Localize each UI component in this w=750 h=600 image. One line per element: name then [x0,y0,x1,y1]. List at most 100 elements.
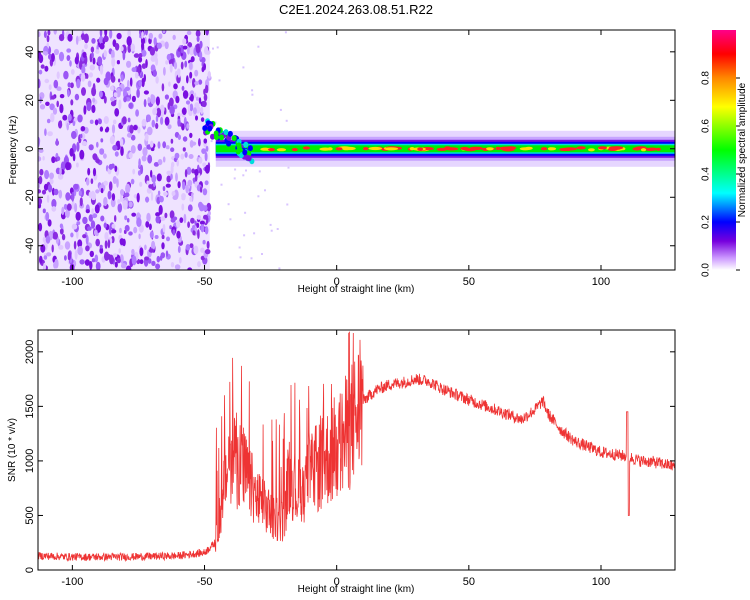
noise-blob [176,230,181,239]
noise-blob [126,60,132,68]
noise-blob [39,255,43,264]
noise-blob [91,258,96,263]
colorbar-tick-label: 0.8 [701,71,712,85]
noise-blob [148,223,152,231]
band-hotspot [363,147,369,151]
noise-blob [44,65,49,72]
noise-blob [117,199,121,205]
noise-blob [64,255,67,261]
noise-blob [89,250,95,258]
noise-blob [43,30,47,38]
noise-blob [116,178,119,188]
noise-blob [73,240,77,250]
noise-blob [110,96,115,102]
noise-blob [99,247,104,254]
band-hotspot [444,146,451,150]
band-hotspot [559,147,570,152]
noise-blob [90,220,96,229]
noise-blob [42,51,48,56]
noise-blob [94,254,99,263]
noise-blob [171,190,176,197]
noise-blob [38,222,43,232]
noise-blob [130,178,135,185]
noise-blob [74,93,80,101]
noise-blob [125,183,131,194]
noise-blob [49,172,54,180]
noise-blob [176,220,181,228]
noise-blob [73,117,78,122]
onset-blob [202,125,208,132]
band-hotspot [588,148,595,152]
snr-y-ticks: 0 500 1000 1500 2000 [24,340,675,573]
noise-blob [44,169,50,180]
noise-blob [43,262,46,270]
noise-blob [143,99,147,108]
band-hotspot [548,147,557,151]
noise-blob [85,209,90,214]
noise-blob [107,190,112,200]
noise-blob [138,53,143,58]
noise-blob [45,101,50,107]
x-tick-label: 0 [334,276,340,288]
noise-blob [144,133,149,142]
noise-blob [42,208,46,214]
noise-blob [160,116,164,125]
noise-blob [165,145,170,150]
noise-dot [276,228,279,230]
noise-blob [91,104,96,114]
noise-blob [180,153,185,160]
noise-dot [261,253,263,255]
noise-blob [44,128,47,136]
noise-blob [169,210,175,220]
noise-blob [103,35,109,43]
noise-blob [201,100,207,108]
noise-blob [139,259,144,265]
noise-blob [63,70,69,80]
noise-blob [120,189,125,196]
x-tick-label: -50 [197,276,213,288]
noise-blob [163,191,168,196]
noise-blob [155,76,159,84]
noise-blob [84,259,90,266]
noise-blob [99,42,105,50]
noise-blob [177,245,181,253]
noise-blob [162,30,166,34]
noise-blob [187,267,193,270]
noise-dot [227,203,230,206]
noise-blob [200,255,205,261]
noise-blob [74,249,78,260]
noise-blob [196,35,200,43]
noise-blob [70,232,74,238]
noise-blob [62,114,68,121]
noise-blob [96,141,99,148]
noise-blob [83,105,87,115]
noise-blob [205,84,209,94]
noise-blob [137,126,141,134]
noise-blob [76,221,81,226]
onset-blob [227,130,233,137]
noise-blob [46,35,50,43]
noise-dot [234,168,237,171]
colorbar-tick-label: 0.6 [701,119,712,133]
noise-blob [70,69,75,75]
noise-dot [287,166,290,169]
noise-blob [172,195,178,200]
band-hotspot [436,147,448,151]
noise-blob [198,138,201,147]
noise-blob [79,133,83,139]
band-hotspot [409,147,415,151]
noise-blob [104,231,109,241]
noise-blob [151,174,157,183]
noise-blob [203,93,208,102]
noise-blob [85,73,89,79]
noise-blob [189,132,193,138]
noise-blob [156,255,161,263]
noise-blob [88,144,94,151]
noise-blob [123,96,127,103]
noise-blob [61,206,65,216]
noise-blob [124,86,131,92]
noise-blob [136,217,142,228]
noise-blob [38,148,44,153]
noise-blob [99,148,105,155]
onset-blob [207,125,213,132]
